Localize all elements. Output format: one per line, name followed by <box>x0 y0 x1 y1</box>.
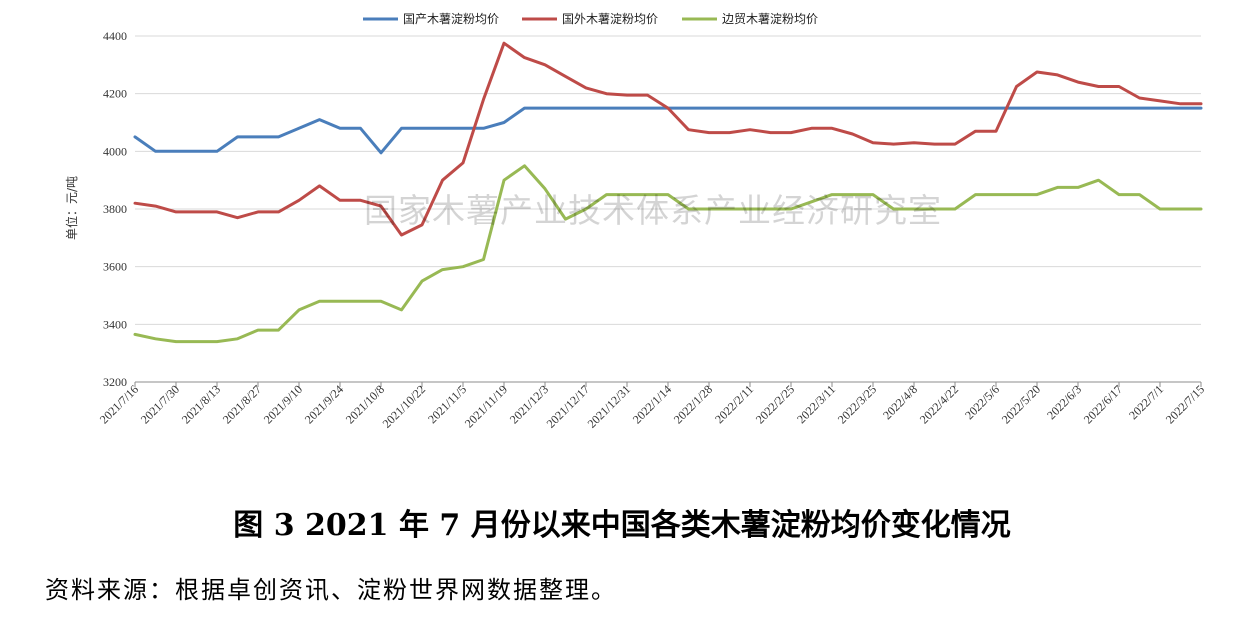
x-tick-label: 2021/9/24 <box>302 382 346 426</box>
series-line-2 <box>133 41 1203 237</box>
gridlines <box>135 35 1201 383</box>
y-tick-label: 3800 <box>103 202 127 216</box>
x-tick-label: 2022/5/6 <box>962 382 1002 422</box>
x-tick-label: 2022/7/1 <box>1126 382 1166 422</box>
x-tick-label: 2022/2/11 <box>712 382 756 426</box>
legend: 国产木薯淀粉均价 国外木薯淀粉均价 边贸木薯淀粉均价 <box>363 12 818 26</box>
x-tick-label: 2022/3/25 <box>835 382 879 426</box>
legend-label: 边贸木薯淀粉均价 <box>722 12 818 26</box>
x-tick-label: 2021/12/31 <box>585 382 634 431</box>
x-tick-label: 2022/2/25 <box>753 382 797 426</box>
y-axis-label: 单位：元/吨 <box>64 176 79 240</box>
y-tick-label: 4000 <box>103 144 127 158</box>
x-tick-label: 2021/7/30 <box>138 382 182 426</box>
x-tick-label: 2022/5/20 <box>999 382 1043 426</box>
x-tick-label: 2021/12/17 <box>544 382 593 431</box>
x-tick-label: 2021/10/22 <box>380 382 429 431</box>
x-tick-label: 2021/8/27 <box>220 382 264 426</box>
y-tick-label: 3200 <box>103 375 127 389</box>
x-tick-label: 2021/9/10 <box>261 382 305 426</box>
series-line-1 <box>133 106 1203 155</box>
x-tick-label: 2022/6/3 <box>1044 382 1084 422</box>
x-tick-label: 2022/1/14 <box>630 382 674 426</box>
watermark: 国家木薯产业技术体系产业经济研究室 <box>364 191 942 230</box>
x-tick-label: 2022/3/11 <box>794 382 838 426</box>
x-tick-label: 2021/8/13 <box>179 382 223 426</box>
line-chart: 32003400360038004000420044002021/7/16202… <box>64 12 1207 431</box>
y-tick-label: 3600 <box>103 260 127 274</box>
legend-label: 国产木薯淀粉均价 <box>403 12 499 26</box>
source-note: 资料来源：根据卓创资讯、淀粉世界网数据整理。 <box>45 576 617 604</box>
legend-label: 国外木薯淀粉均价 <box>562 12 658 26</box>
x-tick-label: 2022/4/22 <box>917 382 961 426</box>
x-tick-label: 2022/4/8 <box>880 382 920 422</box>
y-tick-label: 4200 <box>103 87 127 101</box>
x-tick-label: 2022/7/15 <box>1163 382 1207 426</box>
figure-caption: 图 3 2021 年 7 月份以来中国各类木薯淀粉均价变化情况 <box>233 508 1011 543</box>
series-line-3 <box>133 164 1203 344</box>
x-tick-label: 2021/11/19 <box>462 382 510 430</box>
y-tick-label: 4400 <box>103 29 127 43</box>
series-layer <box>133 41 1203 344</box>
y-tick-label: 3400 <box>103 317 127 331</box>
x-tick-label: 2022/1/28 <box>671 382 715 426</box>
x-tick-label: 2022/6/17 <box>1081 382 1125 426</box>
